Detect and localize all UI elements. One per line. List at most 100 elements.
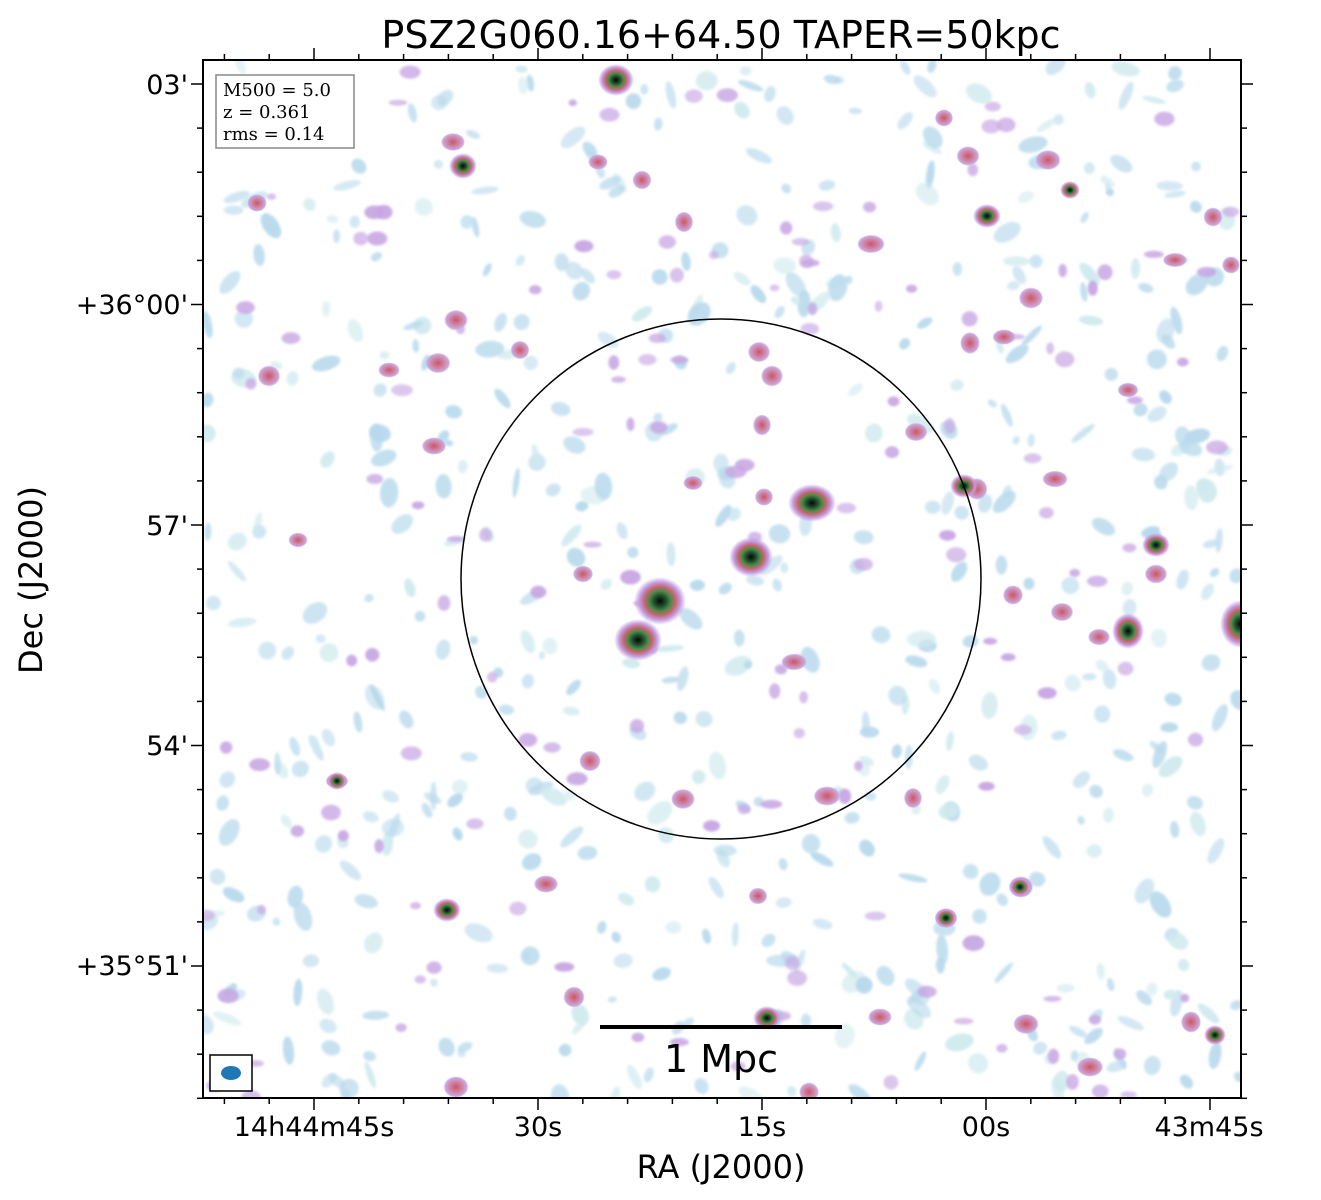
- noise-blob: [834, 1023, 855, 1049]
- noise-blob: [321, 804, 341, 821]
- noise-blob: [1097, 264, 1113, 281]
- noise-blob: [236, 301, 255, 314]
- noise-blob: [303, 198, 316, 211]
- noise-blob: [787, 970, 807, 986]
- noise-blob: [658, 235, 676, 249]
- noise-blob: [713, 844, 737, 857]
- noise-blob: [582, 141, 598, 158]
- noise-blob: [457, 1041, 473, 1053]
- faint-source: [1144, 564, 1168, 584]
- faint-source: [1042, 470, 1068, 488]
- noise-blob: [388, 99, 408, 106]
- noise-blob: [1013, 724, 1032, 736]
- noise-blob: [1111, 61, 1140, 77]
- noise-blob: [898, 873, 928, 883]
- noise-blob: [643, 1067, 654, 1083]
- noise-blob: [854, 760, 863, 772]
- noise-blob: [836, 502, 857, 514]
- noise-blob: [750, 285, 767, 304]
- info-m500: M500 = 5.0: [223, 80, 331, 101]
- noise-blob: [404, 578, 416, 598]
- noise-blob: [349, 215, 361, 228]
- noise-blob: [554, 962, 575, 972]
- noise-blob: [1064, 674, 1081, 692]
- noise-blob: [435, 639, 451, 660]
- noise-blob: [844, 811, 860, 824]
- noise-blob: [351, 158, 367, 174]
- faint-source: [444, 309, 468, 331]
- noise-blob: [1166, 79, 1184, 93]
- noise-blob: [326, 214, 339, 224]
- noise-blob: [905, 284, 918, 293]
- noise-blob: [1066, 1074, 1079, 1090]
- noise-blob: [365, 648, 380, 662]
- noise-blob: [272, 917, 281, 926]
- faint-source: [378, 362, 400, 378]
- noise-blob: [302, 954, 320, 968]
- noise-blob: [848, 383, 863, 397]
- beam-ellipse: [221, 1066, 241, 1080]
- noise-blob: [1103, 807, 1114, 823]
- noise-blob: [1196, 478, 1211, 493]
- noise-blob: [411, 501, 425, 510]
- noise-blob: [801, 259, 820, 267]
- bright-source: [729, 537, 773, 577]
- noise-blob: [1168, 932, 1189, 950]
- noise-blob: [1121, 581, 1133, 596]
- noise-blob: [611, 931, 621, 943]
- noise-blob: [925, 160, 935, 189]
- noise-blob: [1122, 599, 1137, 616]
- noise-blob: [992, 490, 1016, 513]
- noise-blob: [962, 863, 979, 880]
- noise-blob: [437, 595, 451, 611]
- noise-blob: [915, 182, 939, 206]
- noise-blob: [319, 643, 339, 663]
- noise-blob: [938, 803, 959, 819]
- noise-blob: [1150, 628, 1168, 648]
- noise-blob: [716, 88, 738, 102]
- noise-blob: [1159, 462, 1179, 482]
- noise-blob: [1197, 1003, 1220, 1024]
- noise-blob: [734, 101, 750, 119]
- noise-blob: [391, 514, 413, 534]
- noise-blob: [203, 311, 213, 339]
- noise-blob: [363, 811, 379, 823]
- noise-blob: [785, 272, 806, 297]
- noise-blob: [407, 103, 418, 123]
- noise-blob: [566, 772, 588, 786]
- noise-blob: [913, 75, 937, 98]
- noise-blob: [1072, 771, 1091, 788]
- noise-blob: [888, 685, 907, 706]
- noise-blob: [810, 851, 834, 867]
- noise-blob: [1147, 406, 1167, 423]
- noise-blob: [950, 561, 968, 582]
- noise-blob: [1080, 282, 1088, 302]
- noise-blob: [515, 254, 526, 266]
- noise-blob: [651, 269, 668, 285]
- noise-blob: [904, 744, 913, 770]
- noise-blob: [223, 190, 250, 203]
- noise-blob: [366, 473, 384, 485]
- noise-blob: [676, 666, 689, 691]
- noise-blob: [479, 528, 492, 542]
- faint-source: [1180, 1011, 1202, 1033]
- noise-blob: [936, 934, 949, 965]
- noise-blob: [227, 532, 247, 551]
- noise-blob: [708, 876, 724, 899]
- noise-blob: [437, 89, 454, 106]
- noise-blob: [289, 736, 301, 757]
- faint-source: [1050, 602, 1074, 622]
- noise-blob: [730, 1061, 746, 1072]
- noise-blob: [853, 530, 874, 545]
- noise-blob: [695, 710, 713, 728]
- r500-circle: [460, 318, 982, 840]
- plot-frame: [202, 59, 1242, 1099]
- noise-blob: [571, 1003, 590, 1026]
- noise-blob: [1061, 576, 1080, 595]
- noise-blob: [627, 1064, 642, 1089]
- noise-blob: [381, 831, 394, 856]
- noise-blob: [433, 159, 443, 170]
- noise-blob: [572, 428, 594, 437]
- noise-blob: [424, 792, 442, 804]
- noise-blob: [475, 685, 487, 699]
